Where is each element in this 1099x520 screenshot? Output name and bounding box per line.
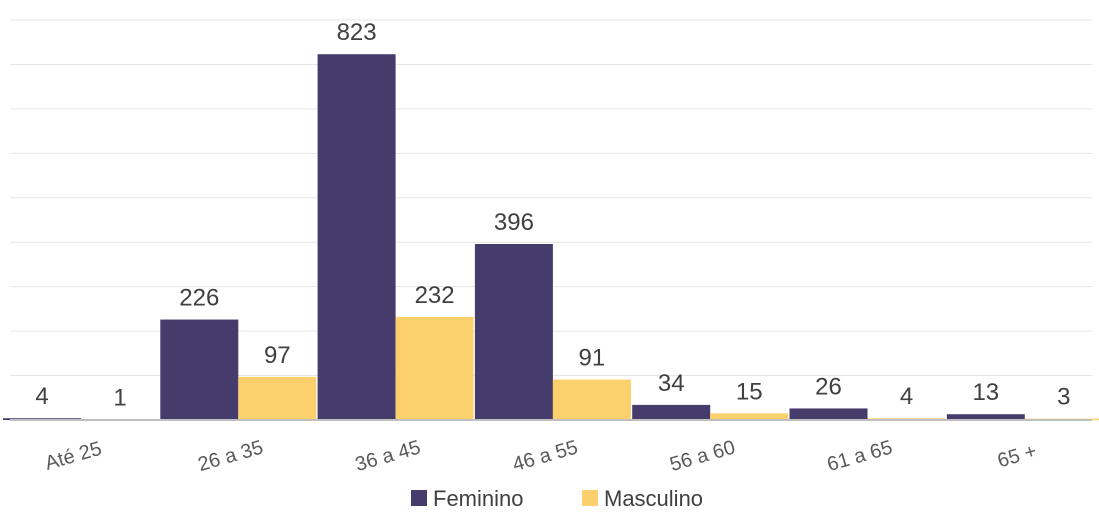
data-label-feminino-2: 823	[337, 19, 377, 46]
bar-feminino-2	[317, 54, 396, 420]
data-label-feminino-4: 34	[658, 370, 685, 397]
x-tick-label: 65 +	[995, 440, 1039, 472]
x-tick-label: 36 a 45	[353, 436, 423, 476]
legend-swatch-feminino	[411, 490, 427, 506]
legend: Feminino Masculino	[411, 486, 703, 511]
x-tick-label: 46 a 55	[510, 436, 580, 476]
bar-masculino-2	[395, 316, 474, 420]
data-labels: 4 1 226 97 823 232 396 91 34 15 26 4 13 3	[35, 19, 1070, 411]
bar-feminino-5	[789, 408, 868, 420]
bars	[3, 54, 1099, 422]
x-tick-label: 61 a 65	[825, 436, 895, 476]
bar-feminino-6	[946, 414, 1025, 420]
data-label-masculino-5: 4	[900, 383, 913, 410]
data-label-masculino-2: 232	[415, 282, 455, 309]
data-label-masculino-1: 97	[264, 342, 291, 369]
data-label-masculino-4: 15	[736, 378, 763, 405]
bar-feminino-1	[160, 319, 239, 420]
data-label-feminino-0: 4	[35, 383, 48, 410]
x-tick-label: 26 a 35	[196, 436, 266, 476]
data-label-feminino-5: 26	[815, 373, 842, 400]
data-label-masculino-0: 1	[113, 385, 126, 412]
x-tick-label: Até 25	[43, 438, 105, 475]
legend-label-feminino: Feminino	[433, 486, 523, 511]
legend-swatch-masculino	[582, 490, 598, 506]
legend-label-masculino: Masculino	[604, 486, 703, 511]
data-label-feminino-1: 226	[179, 285, 219, 312]
bar-feminino-4	[632, 404, 711, 420]
x-tick-label: 56 a 60	[667, 436, 737, 476]
bar-masculino-4	[710, 413, 789, 420]
data-label-feminino-6: 13	[972, 379, 999, 406]
data-label-masculino-3: 91	[579, 345, 606, 372]
bar-feminino-3	[474, 244, 553, 420]
data-label-masculino-6: 3	[1057, 384, 1070, 411]
bar-masculino-1	[238, 376, 317, 420]
data-label-feminino-3: 396	[494, 209, 534, 236]
x-axis-ticks: Até 25 26 a 35 36 a 45 46 a 55 56 a 60 61 a 6…	[43, 436, 1040, 476]
bar-masculino-3	[552, 379, 631, 420]
